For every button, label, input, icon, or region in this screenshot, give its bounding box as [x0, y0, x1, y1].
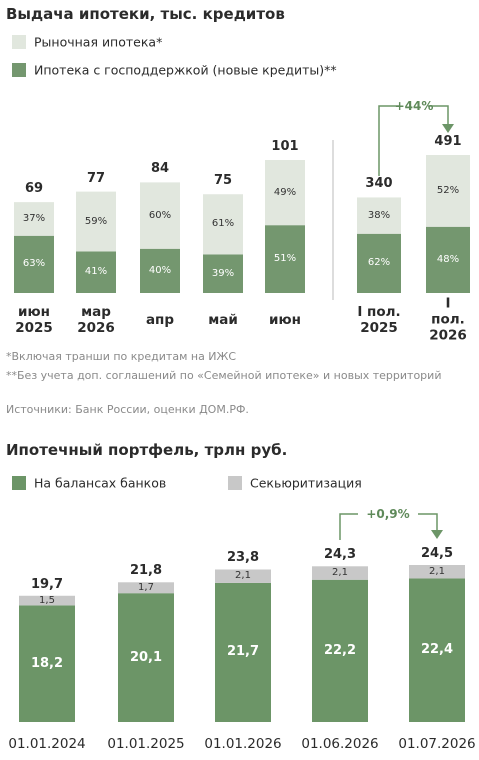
legend-label: Рыночная ипотека* — [34, 34, 163, 50]
legend-swatch — [12, 63, 26, 77]
bar-segment — [215, 569, 271, 583]
segment-label: 37% — [22, 212, 46, 224]
legend-swatch — [12, 35, 26, 49]
x-tick-label: 01.06.2026 — [301, 735, 379, 752]
total-label: 77 — [86, 170, 106, 186]
bar-segment — [203, 194, 243, 255]
total-label: 24,5 — [420, 546, 454, 562]
total-label: 69 — [24, 181, 44, 197]
bar-segment — [409, 565, 465, 579]
segment-label: 21,7 — [226, 644, 260, 660]
legend-swatch — [228, 476, 242, 490]
segment-label: 18,2 — [30, 655, 64, 671]
growth-arrow — [378, 105, 449, 176]
total-label: 23,8 — [226, 550, 260, 566]
x-tick-label: мар 2026 — [77, 303, 115, 336]
bar-segment — [140, 182, 180, 249]
annotation: +0,9% — [366, 506, 410, 521]
segment-label: 59% — [84, 215, 108, 227]
bar-segment — [265, 160, 305, 226]
segment-label: 49% — [273, 186, 297, 198]
bar-segment — [140, 248, 180, 293]
bar-segment — [19, 595, 75, 606]
total-label: 491 — [434, 134, 462, 150]
bar-segment — [76, 191, 116, 252]
bar-segment — [203, 254, 243, 293]
segment-label: 2,1 — [429, 565, 445, 577]
segment-label: 2,1 — [235, 570, 251, 582]
chart-title: Ипотечный портфель, трлн руб. — [6, 441, 288, 459]
footnote: Источники: Банк России, оценки ДОМ.РФ. — [6, 403, 249, 416]
segment-label: 38% — [367, 209, 391, 221]
bar-segment — [14, 202, 54, 236]
bar-segment — [357, 197, 401, 234]
segment-label: 61% — [211, 218, 235, 230]
total-label: 84 — [150, 161, 170, 177]
segment-label: 40% — [148, 264, 172, 276]
x-tick-label: 01.07.2026 — [398, 735, 476, 752]
annotation: +44% — [394, 98, 434, 113]
bar-segment — [265, 225, 305, 293]
segment-label: 20,1 — [129, 649, 163, 665]
total-label: 21,8 — [129, 563, 163, 579]
x-tick-label: I пол. 2026 — [429, 295, 467, 345]
bar-segment — [14, 235, 54, 293]
segment-label: 22,2 — [323, 643, 357, 659]
segment-label: 1,5 — [39, 594, 55, 606]
segment-label: 41% — [84, 266, 108, 278]
total-label: 340 — [365, 176, 393, 192]
growth-arrow — [339, 513, 438, 540]
x-tick-label: 01.01.2025 — [107, 735, 185, 752]
arrow-head — [431, 530, 443, 539]
legend-label: Секьюритизация — [250, 475, 362, 491]
total-label: 75 — [213, 173, 233, 189]
chart-title: Выдача ипотеки, тыс. кредитов — [6, 5, 285, 23]
total-label: 24,3 — [323, 547, 357, 563]
total-label: 101 — [271, 139, 299, 155]
segment-label: 1,7 — [138, 581, 154, 593]
segment-label: 52% — [436, 184, 460, 196]
segment-label: 60% — [148, 209, 172, 221]
bar-segment — [118, 582, 174, 594]
x-tick-label: 01.01.2024 — [8, 735, 86, 752]
arrow-head — [442, 124, 454, 133]
x-tick-label: 01.01.2026 — [204, 735, 282, 752]
segment-label: 51% — [273, 253, 297, 265]
bar-segment — [426, 226, 470, 293]
segment-label: 63% — [22, 258, 46, 270]
x-tick-label: июн 2025 — [15, 303, 53, 336]
bar-segment — [118, 593, 174, 722]
x-tick-label: июн — [269, 311, 301, 328]
x-tick-label: I пол. 2025 — [357, 303, 401, 336]
bar-segment — [426, 155, 470, 227]
bar-segment — [357, 233, 401, 293]
bar-segment — [19, 605, 75, 722]
legend-label: На балансах банков — [34, 475, 167, 491]
footnote: **Без учета доп. соглашений по «Семейной… — [6, 369, 442, 382]
segment-label: 22,4 — [420, 642, 454, 658]
segment-label: 48% — [436, 253, 460, 265]
bar-segment — [312, 579, 368, 722]
bar-segment — [409, 578, 465, 722]
footnote: *Включая транши по кредитам на ИЖС — [6, 350, 237, 363]
bar-segment — [215, 582, 271, 722]
legend-label: Ипотека с господдержкой (новые кредиты)*… — [34, 62, 337, 78]
x-tick-label: май — [208, 311, 238, 328]
legend-swatch — [12, 476, 26, 490]
segment-label: 2,1 — [332, 567, 348, 578]
segment-label: 62% — [367, 257, 391, 269]
segment-label: 39% — [211, 267, 235, 279]
x-tick-label: апр — [145, 311, 175, 328]
bar-segment — [312, 566, 368, 580]
total-label: 19,7 — [30, 576, 64, 592]
bar-segment — [76, 251, 116, 293]
